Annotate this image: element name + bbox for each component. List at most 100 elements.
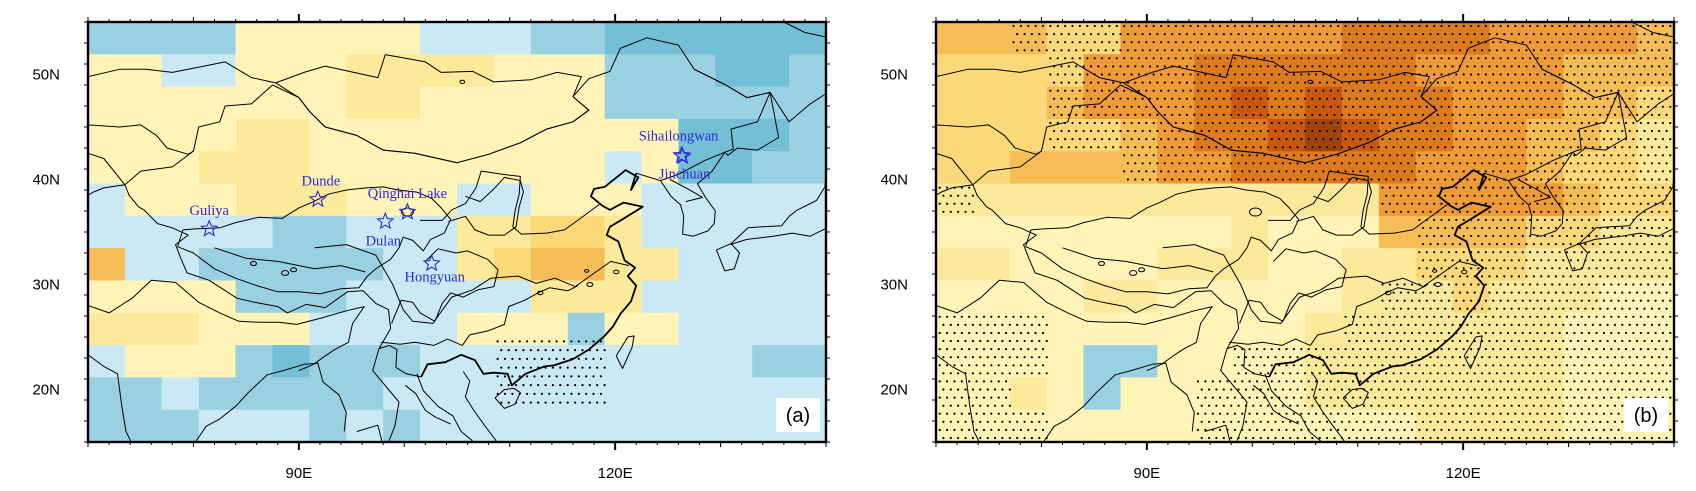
stipple-dot — [1056, 57, 1059, 60]
stipple-dot — [938, 331, 941, 335]
stipple-dot — [1219, 428, 1222, 431]
stipple-dot — [1148, 146, 1152, 149]
stipple-dot — [1410, 396, 1414, 399]
stipple-dot — [1492, 315, 1495, 318]
stipple-dot — [1588, 267, 1591, 270]
stipple-dot — [1311, 129, 1314, 133]
stipple-dot — [1588, 315, 1591, 318]
stipple-dot — [1591, 388, 1594, 391]
stipple-dot — [1569, 404, 1572, 407]
stipple-dot — [1599, 65, 1602, 68]
stipple-dot — [1399, 129, 1402, 133]
stipple-dot — [1591, 49, 1594, 52]
stipple-dot — [1097, 33, 1100, 36]
stipple-dot — [1289, 372, 1292, 375]
grid-cell — [309, 215, 347, 249]
stipple-dot — [1351, 364, 1355, 367]
stipple-dot — [1517, 226, 1521, 230]
stipple-dot — [592, 340, 595, 343]
stipple-dot — [1617, 218, 1620, 221]
grid-cell — [1600, 215, 1638, 249]
stipple-dot — [1219, 105, 1222, 108]
stipple-dot — [1577, 146, 1580, 149]
stipple-dot — [1658, 49, 1661, 52]
stipple-dot — [1366, 73, 1369, 76]
stipple-dot — [1248, 348, 1251, 351]
stipple-dot — [979, 404, 982, 407]
stipple-dot — [1510, 113, 1513, 116]
stipple-dot — [1547, 210, 1550, 213]
stipple-dot — [1565, 234, 1569, 238]
stipple-dot — [1665, 243, 1668, 246]
stipple-dot — [1632, 89, 1635, 92]
stipple-dot — [1171, 49, 1174, 52]
stipple-dot — [1525, 388, 1528, 391]
stipple-dot — [1481, 113, 1484, 116]
stipple-dot — [1005, 380, 1008, 383]
stipple-dot — [1584, 49, 1587, 52]
stipple-dot — [1447, 380, 1450, 383]
grid-cell — [383, 377, 421, 411]
boundary-line — [1691, 38, 1696, 110]
stipple-dot — [1134, 162, 1137, 165]
stipple-dot — [522, 401, 525, 404]
stipple-dot — [1322, 105, 1325, 108]
stipple-dot — [1654, 380, 1657, 383]
boundary-line — [1220, 348, 1248, 442]
stipple-dot — [1617, 412, 1620, 415]
stipple-dot — [1621, 162, 1624, 165]
grid-cell — [1600, 22, 1638, 55]
stipple-dot — [1554, 81, 1557, 84]
stipple-dot — [1281, 113, 1284, 116]
stipple-dot — [1038, 436, 1041, 440]
stipple-dot — [1263, 41, 1266, 44]
stipple-dot — [1403, 41, 1406, 44]
stipple-dot — [1503, 243, 1506, 246]
stipple-dot — [1499, 364, 1502, 367]
stipple-dot — [1340, 178, 1343, 181]
stipple-dot — [1208, 113, 1211, 116]
stipple-dot — [1466, 307, 1469, 310]
grid-cell — [1600, 183, 1638, 217]
stipple-dot — [1222, 81, 1225, 84]
stipple-dot — [1621, 194, 1624, 197]
stipple-dot — [522, 366, 525, 369]
stipple-dot — [1665, 436, 1668, 440]
stipple-dot — [957, 404, 960, 407]
stipple-dot — [1064, 73, 1067, 76]
stipple-dot — [1433, 299, 1436, 302]
stipple-dot — [1429, 97, 1432, 100]
stipple-dot — [1540, 97, 1543, 100]
stipple-dot — [1506, 315, 1510, 318]
stipple-dot — [1440, 364, 1443, 367]
stipple-dot — [1034, 41, 1037, 44]
stipple-dot — [1359, 428, 1362, 431]
stipple-dot — [1141, 162, 1144, 165]
stipple-dot — [1562, 243, 1565, 246]
grid-cell — [1305, 215, 1343, 249]
grid-cell — [1415, 248, 1454, 282]
stipple-dot — [1252, 81, 1255, 84]
stipple-dot — [1624, 57, 1628, 60]
stipple-dot — [1038, 339, 1041, 343]
stipple-dot — [1355, 81, 1358, 84]
boundary-line — [1463, 335, 1483, 369]
stipple-dot — [1540, 146, 1543, 149]
stipple-dot — [1610, 89, 1613, 92]
stipple-dot — [1591, 243, 1594, 246]
stipple-dot — [1525, 356, 1528, 359]
grid-cell — [641, 248, 679, 282]
stipple-dot — [1595, 154, 1598, 157]
grid-cell — [1268, 22, 1306, 55]
stipple-dot — [1580, 138, 1583, 141]
stipple-dot — [526, 340, 529, 343]
stipple-dot — [990, 412, 993, 415]
stipple-dot — [1495, 178, 1498, 181]
stipple-dot — [1580, 299, 1583, 302]
stipple-dot — [1525, 194, 1528, 197]
stipple-dot — [1392, 420, 1395, 423]
stipple-dot — [1178, 81, 1181, 84]
stipple-dot — [1134, 33, 1137, 36]
stipple-dot — [1510, 259, 1513, 262]
stipple-dot — [1503, 65, 1506, 68]
